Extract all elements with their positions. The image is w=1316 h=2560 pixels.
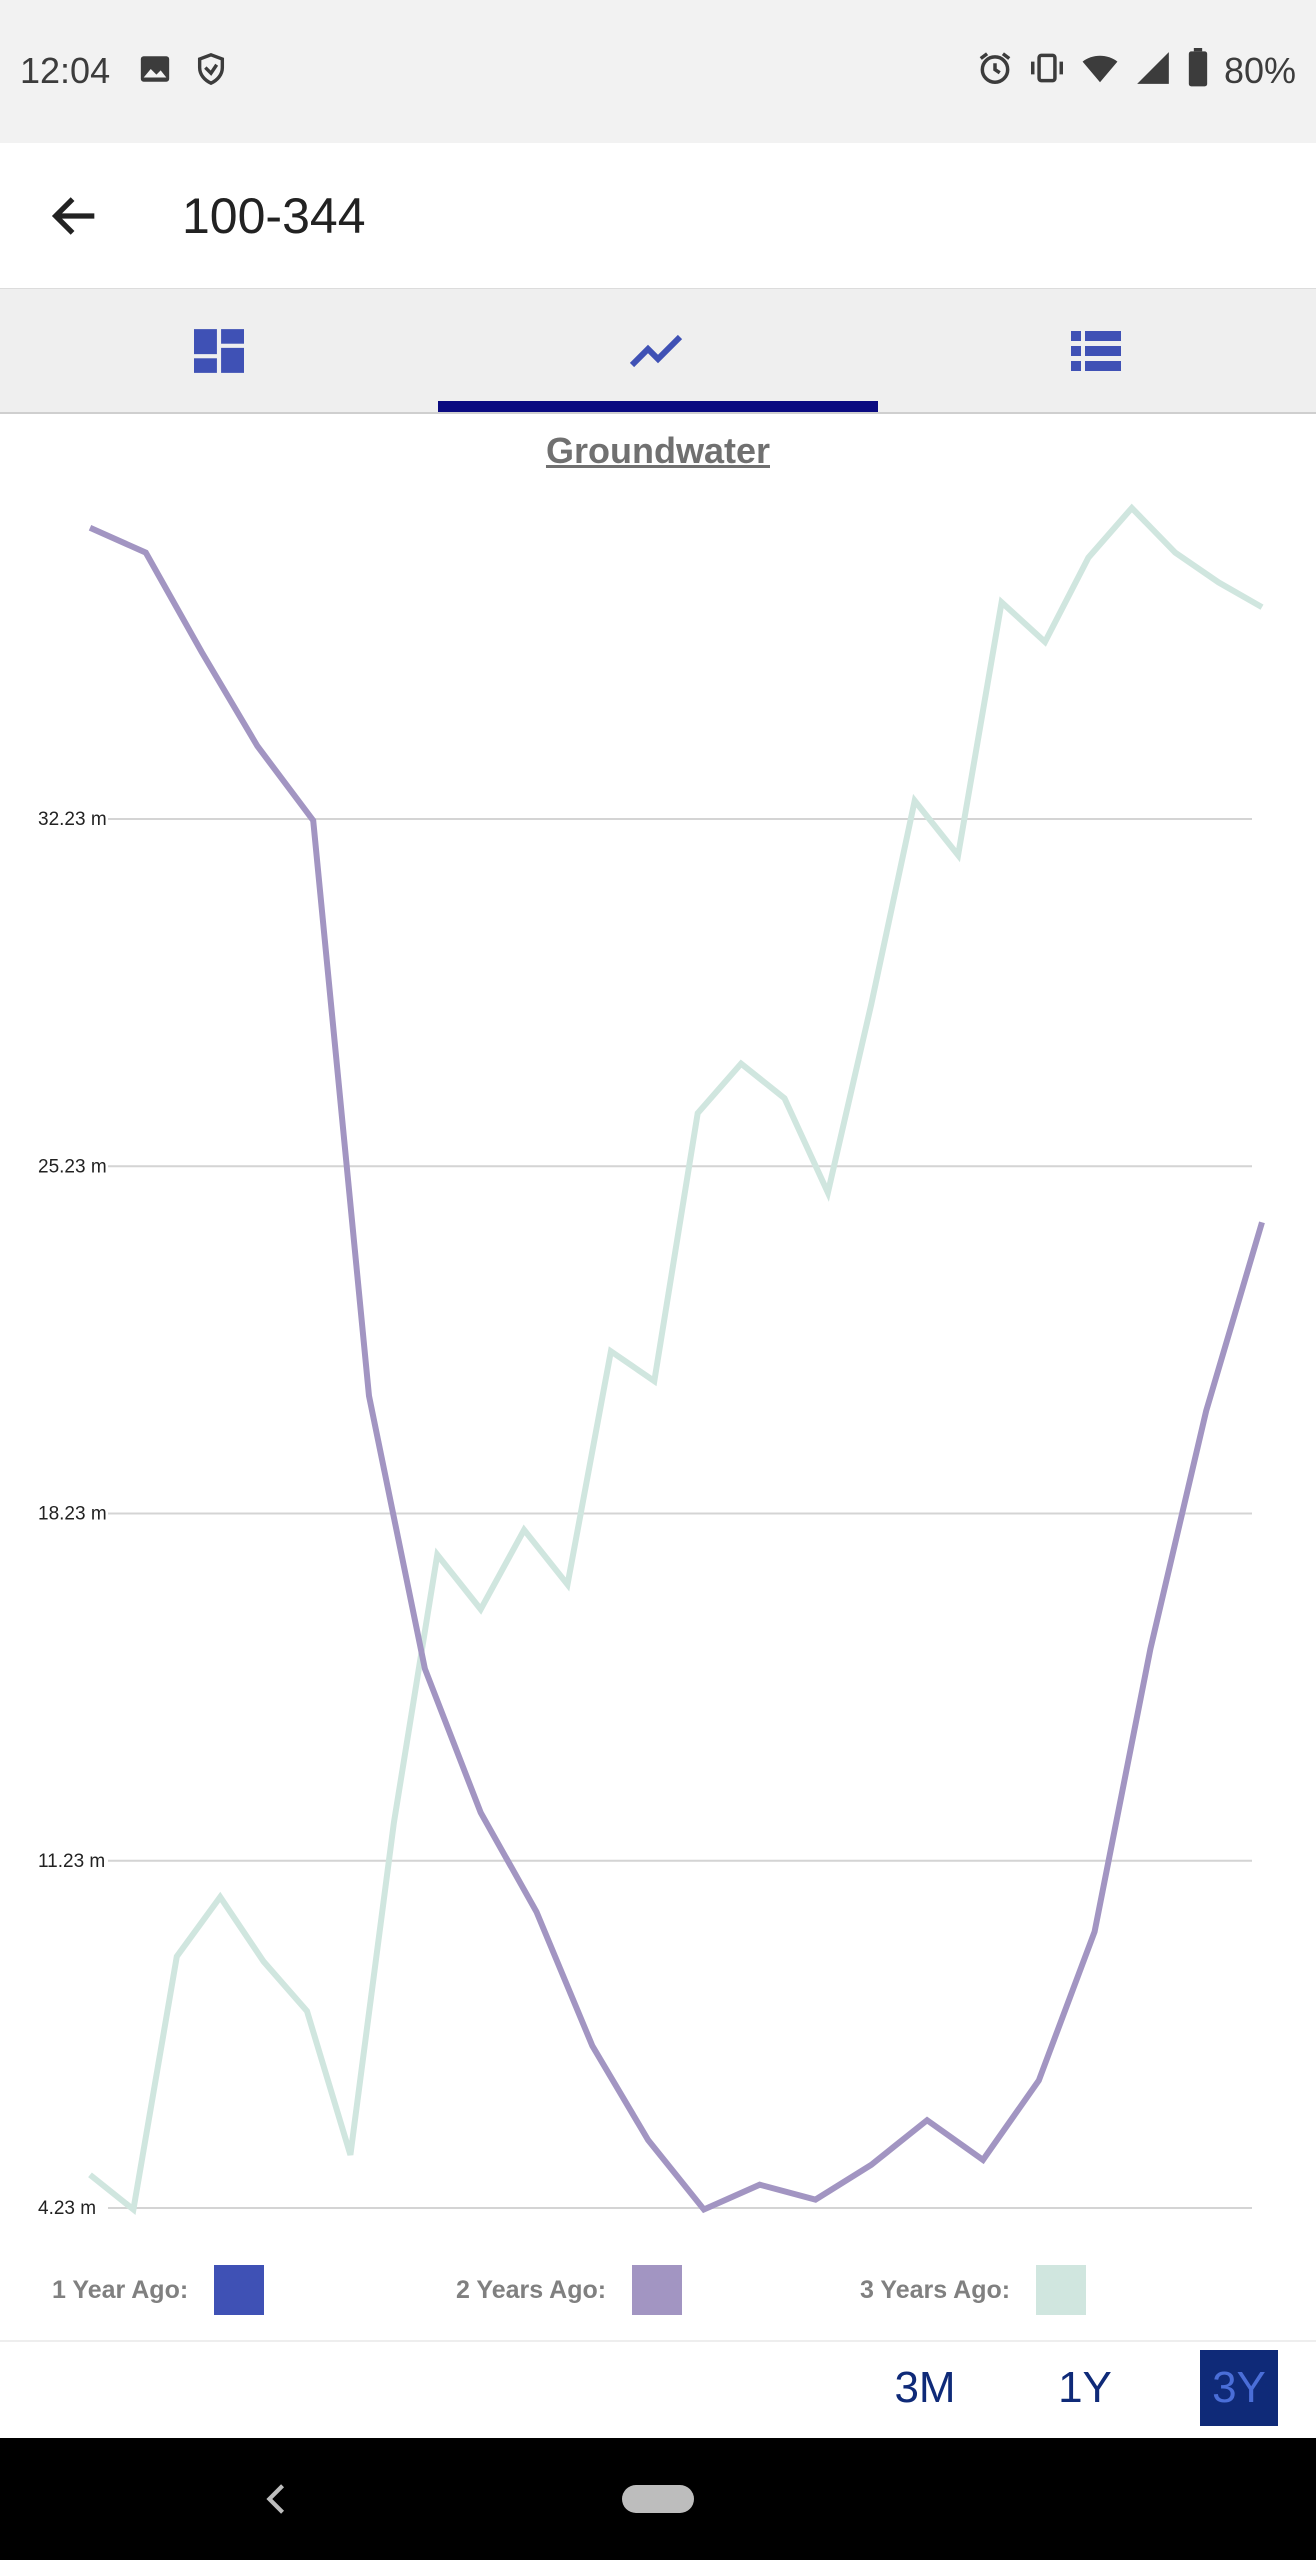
- legend-label: 1 Year Ago:: [52, 2275, 189, 2304]
- y-tick-label: 4.23 m: [38, 2198, 96, 2219]
- back-button[interactable]: [40, 181, 110, 251]
- trending-line-icon: [630, 334, 683, 368]
- nav-back-button[interactable]: [250, 2474, 300, 2524]
- system-nav-bar: [0, 2438, 1316, 2560]
- legend-item-1-year: 1 Year Ago:: [52, 2265, 265, 2315]
- list-icon: [1071, 331, 1121, 371]
- y-tick-label: 11.23 m: [38, 1851, 105, 1872]
- range-3m-button[interactable]: 3M: [894, 2363, 956, 2412]
- shield-icon: [194, 52, 228, 91]
- tab-chart[interactable]: [438, 289, 876, 413]
- legend-swatch: [1036, 2265, 1087, 2315]
- legend-label: 2 Years Ago:: [456, 2275, 607, 2304]
- home-pill-icon[interactable]: [622, 2485, 694, 2513]
- page-title: 100-344: [182, 188, 366, 244]
- tab-selected-indicator: [438, 401, 878, 412]
- chart-legend: 1 Year Ago: 2 Years Ago: 3 Years Ago:: [0, 2265, 1316, 2335]
- groundwater-chart: 32.23 m 25.23 m 18.23 m 11.23 m 4.23 m: [38, 503, 1265, 2219]
- range-3y-button[interactable]: 3Y: [1200, 2350, 1278, 2426]
- status-bar: 12:04 80%: [0, 0, 1316, 143]
- legend-swatch: [632, 2265, 683, 2315]
- series-line-2-year: [88, 525, 1265, 2214]
- arrow-left-icon: [51, 197, 95, 235]
- dashboard-icon: [194, 329, 244, 373]
- legend-label: 3 Years Ago:: [860, 2275, 1011, 2304]
- y-tick-label: 25.23 m: [38, 1156, 107, 1177]
- range-selector: 3M 1Y 3Y: [0, 2340, 1316, 2438]
- status-time: 12:04: [20, 50, 111, 91]
- y-tick-label: 18.23 m: [38, 1504, 107, 1525]
- status-right-icons: 80%: [976, 48, 1296, 93]
- legend-item-3-years: 3 Years Ago:: [860, 2265, 1087, 2315]
- app-bar: 100-344: [0, 143, 1316, 288]
- range-1y-button[interactable]: 1Y: [1058, 2363, 1112, 2412]
- nav-back-icon: [266, 2484, 285, 2514]
- tab-list[interactable]: [876, 289, 1316, 413]
- legend-item-2-years: 2 Years Ago:: [456, 2265, 683, 2315]
- status-left-icons: [138, 52, 228, 91]
- alarm-icon: [976, 49, 1014, 92]
- signal-icon: [1134, 49, 1172, 92]
- series-line-3-year: [88, 503, 1264, 2216]
- vibrate-icon: [1028, 49, 1066, 92]
- battery-icon: [1186, 48, 1210, 93]
- tab-dashboard[interactable]: [0, 289, 438, 413]
- legend-swatch: [214, 2265, 265, 2315]
- wifi-icon: [1080, 49, 1120, 92]
- battery-percentage: 80%: [1223, 49, 1296, 91]
- image-icon: [138, 52, 172, 91]
- y-tick-label: 32.23 m: [38, 809, 107, 830]
- tab-bar: [0, 288, 1316, 414]
- chart-title: Groundwater: [545, 430, 770, 471]
